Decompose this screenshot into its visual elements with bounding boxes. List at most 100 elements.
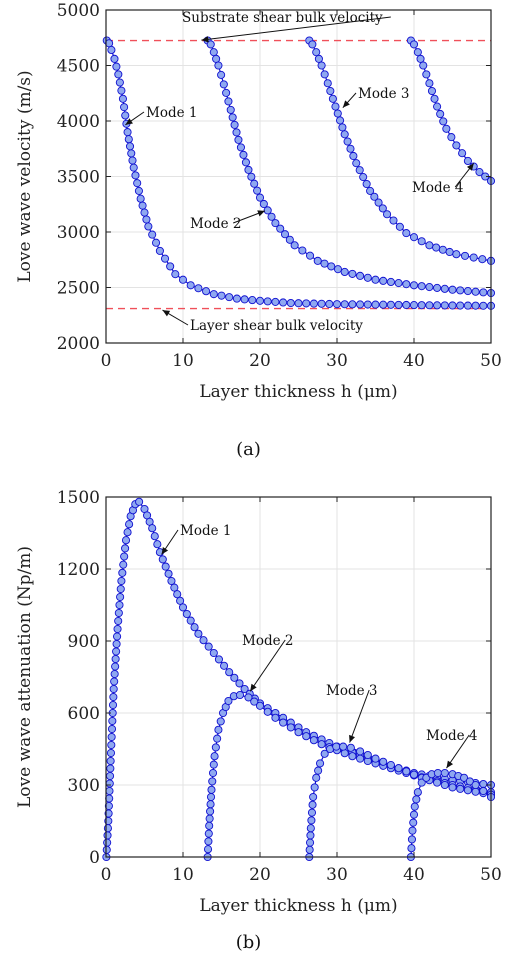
data-point: [307, 816, 316, 825]
data-point: [440, 301, 449, 310]
y-tick-label: 1500: [57, 488, 100, 508]
data-point: [115, 78, 124, 87]
annotation-arrow: [201, 16, 391, 41]
data-point: [394, 764, 403, 773]
x-tick-label: 50: [480, 351, 502, 371]
data-point: [440, 768, 449, 778]
data-point: [338, 123, 347, 132]
data-point: [171, 270, 180, 279]
data-point: [314, 766, 323, 775]
data-point: [167, 576, 176, 586]
data-point: [340, 130, 349, 139]
data-point: [135, 497, 144, 506]
data-point: [348, 752, 357, 761]
data-point: [142, 215, 151, 224]
data-point: [416, 54, 425, 63]
data-point: [214, 655, 223, 664]
data-point: [302, 732, 311, 741]
data-point: [178, 603, 188, 612]
data-point: [110, 669, 119, 679]
data-point: [349, 151, 358, 161]
x-tick-label: 30: [326, 351, 348, 371]
data-point: [276, 224, 285, 233]
series-line-mode-1: [106, 40, 492, 307]
data-point: [379, 300, 388, 309]
data-point: [402, 280, 411, 289]
data-point: [425, 301, 434, 310]
x-tick-label: 10: [172, 351, 194, 371]
data-point: [382, 210, 392, 219]
data-point: [224, 97, 233, 106]
data-point: [209, 48, 218, 57]
data-point: [422, 70, 431, 79]
data-point: [317, 61, 326, 70]
arrow-head: [250, 683, 257, 692]
data-point: [232, 294, 241, 303]
data-point: [343, 137, 352, 146]
panel-caption: (b): [236, 932, 262, 953]
data-point: [331, 102, 340, 111]
annotation-arrow: [249, 639, 286, 692]
annotation-substrate-shear-bulk-velocity: Substrate shear bulk velocity: [182, 10, 383, 26]
data-point: [204, 642, 213, 651]
data-point: [117, 576, 126, 586]
data-point: [120, 103, 129, 112]
data-point: [370, 192, 379, 201]
data-point: [239, 150, 248, 159]
data-point: [128, 156, 137, 165]
data-point: [136, 194, 145, 203]
data-point: [410, 802, 419, 811]
data-point: [363, 273, 372, 282]
arrow-head: [446, 760, 454, 769]
data-point: [220, 661, 229, 670]
data-point: [348, 300, 357, 309]
x-tick-label: 40: [403, 865, 425, 885]
data-point: [407, 844, 416, 853]
data-point: [118, 94, 127, 103]
data-point: [219, 80, 228, 89]
data-point: [109, 684, 118, 694]
x-tick-label: 20: [249, 351, 271, 371]
arrow-head: [201, 36, 209, 43]
data-point: [161, 562, 170, 571]
data-point: [452, 250, 461, 259]
plot-frame: [105, 496, 492, 858]
y-tick-label: 4500: [57, 57, 100, 77]
data-point: [348, 269, 357, 278]
data-point: [236, 143, 245, 152]
data-point: [302, 299, 311, 308]
annotation-arrow: [349, 689, 370, 743]
data-point: [471, 787, 480, 796]
data-point: [433, 283, 442, 292]
arrow-head: [161, 546, 169, 555]
data-point: [206, 40, 215, 49]
data-point: [166, 262, 175, 271]
data-point: [102, 845, 111, 854]
data-point: [205, 821, 214, 830]
data-point: [207, 785, 216, 794]
data-point: [235, 690, 245, 700]
annotation-mode-2: Mode 2: [190, 216, 241, 232]
data-point: [425, 283, 434, 292]
arrow-head: [342, 100, 350, 108]
data-point: [409, 818, 418, 827]
data-point: [203, 845, 213, 854]
data-point: [463, 301, 472, 310]
data-point: [386, 277, 395, 287]
data-point: [417, 301, 426, 310]
data-point: [395, 222, 404, 231]
data-point: [363, 750, 372, 760]
data-point: [417, 282, 426, 291]
data-point: [108, 700, 118, 710]
data-point: [436, 109, 445, 119]
data-point: [204, 837, 213, 846]
data-point: [475, 168, 484, 177]
data-point: [153, 540, 162, 549]
data-point: [212, 54, 221, 63]
data-point: [131, 171, 140, 180]
data-point: [386, 300, 395, 309]
data-point: [409, 281, 419, 290]
data-point: [425, 79, 434, 88]
data-point: [394, 279, 403, 288]
arrow-head: [349, 734, 355, 743]
